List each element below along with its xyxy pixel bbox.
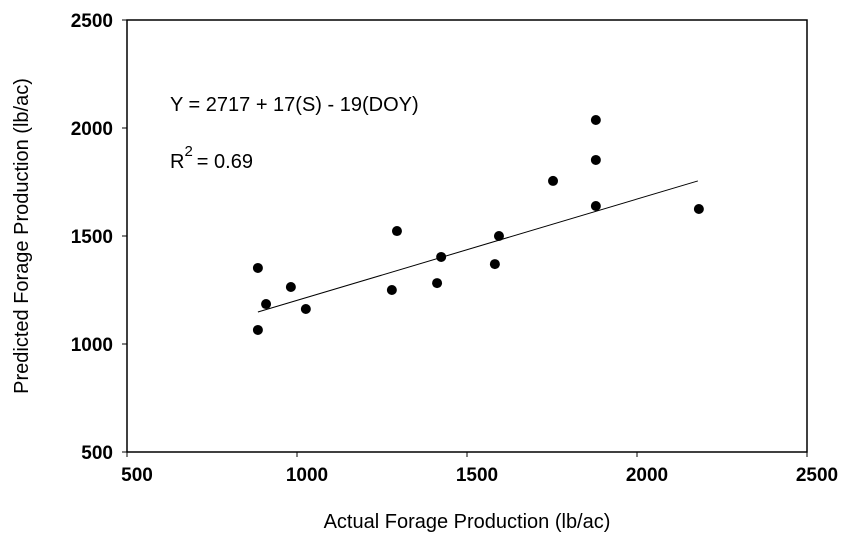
plot-frame xyxy=(126,19,808,453)
y-tick-label: 2000 xyxy=(71,119,113,140)
trend-line xyxy=(257,180,699,313)
point xyxy=(493,231,504,241)
x-tick-label: 2000 xyxy=(626,465,668,486)
point xyxy=(693,204,704,214)
point xyxy=(300,304,311,315)
point xyxy=(252,324,263,335)
point xyxy=(548,175,559,186)
x-tick-label: 2500 xyxy=(796,465,838,486)
r-squared-base: R xyxy=(170,151,184,173)
point xyxy=(590,154,601,165)
point xyxy=(590,200,601,211)
r-squared-value: = 0.69 xyxy=(197,151,253,173)
x-tick-label: 500 xyxy=(121,465,153,486)
point xyxy=(432,278,443,289)
equation: Y = 2717 + 17(S) - 19(DOY) xyxy=(170,94,419,116)
y-tick-label: 500 xyxy=(81,443,113,464)
point xyxy=(285,281,296,292)
y-tick-label: 2500 xyxy=(71,11,113,32)
point xyxy=(436,251,447,262)
point xyxy=(590,115,601,126)
x-tick-label: 1500 xyxy=(456,465,498,486)
y-tick-label: 1000 xyxy=(71,335,113,356)
point xyxy=(489,259,500,270)
x-tick-label: 1000 xyxy=(286,465,328,486)
point xyxy=(261,299,272,310)
point xyxy=(386,285,397,295)
r-squared-exponent: 2 xyxy=(184,143,192,160)
x-axis-label: Actual Forage Production (lb/ac) xyxy=(324,511,611,533)
point xyxy=(252,262,263,273)
r-squared: R2 = 0.69 xyxy=(170,143,253,173)
point xyxy=(391,226,402,237)
y-axis-label: Predicted Forage Production (lb/ac) xyxy=(11,78,33,394)
y-tick-label: 1500 xyxy=(71,227,113,248)
